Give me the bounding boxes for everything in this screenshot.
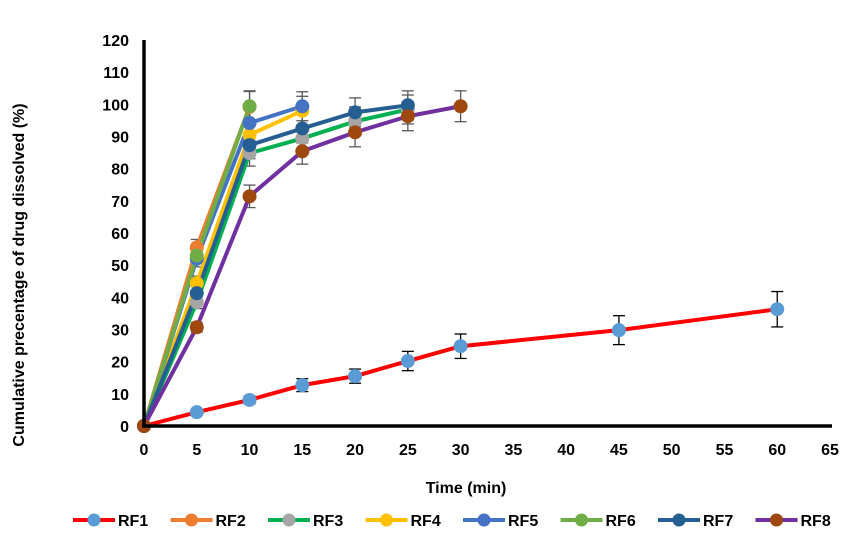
legend-label: RF5	[508, 513, 538, 530]
legend-label: RF3	[313, 513, 343, 530]
y-tick-label: 100	[102, 97, 129, 114]
data-point-rf7	[295, 121, 310, 136]
data-point-rf1	[770, 302, 785, 317]
legend-label: RF6	[606, 513, 636, 530]
data-point-rf3	[295, 131, 310, 146]
x-tick-label: 60	[768, 442, 786, 459]
data-point-rf8	[453, 99, 468, 114]
legend-marker-swatch	[185, 513, 198, 527]
data-point-rf4	[242, 127, 257, 142]
legend-label: RF2	[216, 513, 246, 530]
data-point-rf8	[189, 320, 204, 335]
x-tick-label: 20	[346, 442, 364, 459]
legend: RF1 RF2 RF3 RF4 RF5 RF6 RF7 RF8	[73, 513, 831, 530]
data-point-rf1	[453, 339, 468, 354]
data-point-rf8	[242, 189, 257, 204]
x-tick-labels: 0 5 10 15 20 25 30 35 40 45 50 55 60 65	[140, 442, 839, 459]
legend-item-rf2: RF2	[170, 513, 246, 530]
y-tick-label: 50	[111, 258, 129, 275]
y-tick-label: 20	[111, 355, 129, 372]
y-tick-label: 30	[111, 323, 129, 340]
data-point-rf1	[295, 378, 310, 393]
legend-label: RF8	[801, 513, 831, 530]
data-point-rf6	[189, 248, 204, 263]
legend-item-rf3: RF3	[268, 513, 343, 530]
legend-label: RF4	[411, 513, 441, 530]
y-tick-label: 120	[102, 33, 129, 50]
series-line-rf3	[142, 107, 409, 427]
x-tick-label: 40	[557, 442, 575, 459]
y-tick-labels: 0 10 20 30 40 50 60 70 80 90 100 110 120	[102, 33, 129, 436]
x-tick-label: 25	[399, 442, 417, 459]
data-point-rf6	[242, 99, 257, 114]
legend-marker-swatch	[380, 513, 393, 527]
legend-marker-swatch	[770, 513, 783, 527]
legend-marker-swatch	[575, 513, 588, 527]
data-point-rf7	[189, 286, 204, 301]
y-axis-title: Cumulative precentage of drug dissolved …	[11, 103, 28, 446]
data-point-rf8	[295, 144, 310, 159]
legend-item-rf6: RF6	[560, 513, 636, 530]
series-lines	[142, 103, 778, 428]
legend-marker-swatch	[87, 513, 101, 527]
data-point-rf4	[189, 276, 204, 291]
data-point-rf5	[295, 99, 310, 114]
legend-label: RF7	[703, 513, 733, 530]
data-point-rf1	[400, 354, 415, 369]
legend-marker-swatch	[672, 513, 686, 527]
y-tick-label: 60	[111, 226, 129, 243]
y-tick-label: 90	[111, 130, 129, 147]
x-tick-label: 65	[821, 442, 839, 459]
y-tick-label: 10	[111, 387, 129, 404]
x-tick-label: 15	[293, 442, 311, 459]
x-tick-label: 5	[192, 442, 201, 459]
legend-item-rf1: RF1	[73, 513, 148, 530]
series-markers	[137, 98, 785, 433]
x-tick-label: 55	[716, 442, 734, 459]
x-axis-title: Time (min)	[426, 480, 507, 497]
y-tick-label: 80	[111, 162, 129, 179]
error-bars	[190, 90, 784, 416]
y-tick-label: 0	[120, 419, 129, 436]
data-point-rf8	[348, 125, 363, 140]
x-tick-label: 0	[140, 442, 149, 459]
x-tick-label: 35	[504, 442, 522, 459]
data-point-rf8	[400, 109, 415, 124]
legend-item-rf4: RF4	[365, 513, 441, 530]
x-tick-label: 10	[241, 442, 259, 459]
legend-item-rf5: RF5	[463, 513, 538, 530]
legend-label: RF1	[118, 513, 148, 530]
data-point-rf1	[242, 392, 257, 407]
data-point-rf7	[400, 98, 415, 113]
data-point-rf1	[189, 405, 204, 420]
series-line-rf7	[142, 103, 409, 427]
series-line-rf1	[143, 307, 778, 428]
data-point-rf5	[242, 115, 257, 130]
y-tick-label: 40	[111, 290, 129, 307]
y-tick-label: 110	[103, 65, 129, 82]
legend-marker-swatch	[477, 513, 491, 527]
x-tick-label: 45	[610, 442, 628, 459]
x-tick-label: 30	[452, 442, 470, 459]
data-point-rf1	[348, 369, 363, 384]
legend-item-rf8: RF8	[755, 513, 831, 530]
legend-item-rf7: RF7	[658, 513, 733, 530]
data-point-rf1	[611, 323, 626, 338]
y-tick-label: 70	[111, 194, 129, 211]
legend-marker-swatch	[282, 513, 296, 527]
data-point-rf7	[348, 105, 363, 120]
data-point-rf7	[242, 138, 257, 153]
x-tick-label: 50	[663, 442, 681, 459]
